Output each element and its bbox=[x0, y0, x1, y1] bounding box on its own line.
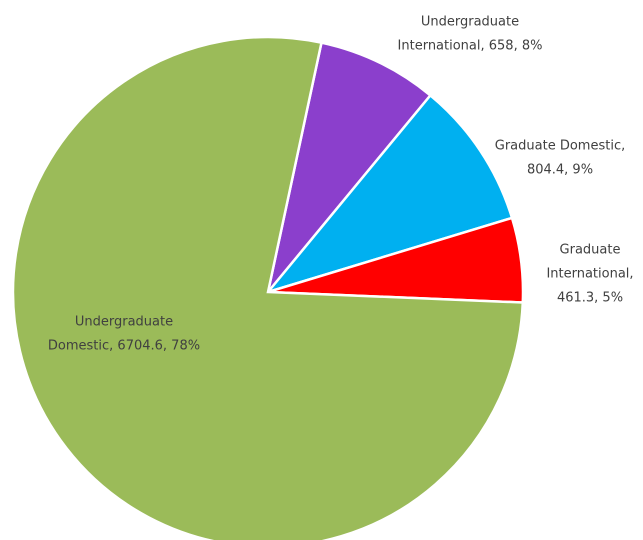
pie-slice bbox=[264, 93, 514, 295]
data-label: Domestic, 6704.6, 78% bbox=[48, 339, 200, 354]
data-label: Graduate bbox=[560, 243, 621, 258]
data-label: Undergraduate bbox=[421, 15, 519, 30]
data-label: 461.3, 5% bbox=[557, 291, 623, 306]
data-label: Graduate Domestic, bbox=[495, 139, 625, 154]
data-label: International, 658, 8% bbox=[398, 39, 543, 54]
data-label: Undergraduate bbox=[75, 315, 173, 330]
data-label: 804.4, 9% bbox=[527, 163, 593, 178]
pie-slice bbox=[11, 35, 525, 540]
data-label: International, bbox=[546, 267, 633, 282]
